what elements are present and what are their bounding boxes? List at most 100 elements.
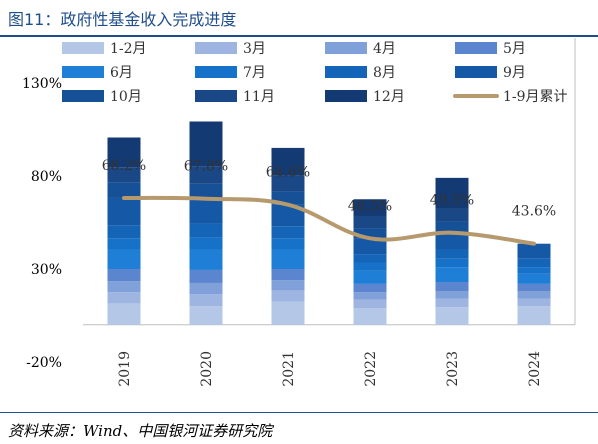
bar-segment xyxy=(189,166,223,184)
legend-label: 6月 xyxy=(110,65,133,81)
y-axis: -20% 30% 80% 130% xyxy=(22,76,62,371)
line-data-label: 49.5% xyxy=(430,193,474,209)
bar-segment xyxy=(189,121,223,167)
legend-label: 1-9月累计 xyxy=(503,89,568,105)
bar-segment xyxy=(517,258,551,268)
bar-segment xyxy=(435,291,469,299)
y-tick-label: -20% xyxy=(26,355,62,371)
bar-segment xyxy=(517,283,551,292)
legend-label: 3月 xyxy=(243,41,266,57)
cumulative-line-layer: 68.2% 67.8% 64.6% 46.5% 49.5% 43.6% xyxy=(102,158,556,246)
bar-segment xyxy=(189,282,223,295)
bar-segment xyxy=(271,249,305,269)
source-divider xyxy=(0,412,598,413)
plot-frame xyxy=(83,38,576,326)
line-data-label: 67.8% xyxy=(184,159,228,175)
bar-segment xyxy=(189,306,223,325)
bar-segment xyxy=(189,198,223,224)
bar-segment xyxy=(271,280,305,291)
bar-segment xyxy=(353,215,387,229)
bar-segment xyxy=(189,249,223,270)
bar-segment xyxy=(435,307,469,325)
bar-segment xyxy=(107,292,141,304)
bar-segment xyxy=(271,269,305,281)
legend-swatch xyxy=(325,90,367,102)
source-note: 资料来源：Wind、中国银河证券研究院 xyxy=(8,422,273,440)
bar-segment xyxy=(353,283,387,293)
bar-segment xyxy=(517,273,551,284)
line-data-label: 43.6% xyxy=(512,204,556,220)
bar-segment xyxy=(271,147,305,176)
x-tick-label: 2023 xyxy=(445,351,461,387)
bar-segment xyxy=(271,226,305,239)
bar-segment xyxy=(189,269,223,283)
legend-swatch xyxy=(62,90,104,102)
legend-swatch xyxy=(195,66,237,78)
legend-swatch xyxy=(455,66,497,78)
bar-segment xyxy=(107,303,141,325)
bar-segment xyxy=(271,290,305,302)
bar-segment xyxy=(271,301,305,325)
y-tick-label: 130% xyxy=(22,76,62,92)
legend-swatch xyxy=(325,66,367,78)
bar-segment xyxy=(107,238,141,250)
legend-swatch xyxy=(62,66,104,78)
y-tick-label: 30% xyxy=(31,262,62,278)
line-data-label: 46.5% xyxy=(348,198,392,214)
x-tick-label: 2019 xyxy=(117,351,133,387)
bar-segment xyxy=(353,262,387,271)
legend-label: 9月 xyxy=(503,65,526,81)
bar-segment xyxy=(107,197,141,226)
x-tick-label: 2021 xyxy=(281,351,297,387)
legend-label: 10月 xyxy=(110,89,142,105)
bar-segment xyxy=(435,232,469,250)
figure-title: 图11：政府性基金收入完成进度 xyxy=(8,10,237,29)
legend-label: 1-2月 xyxy=(110,41,147,57)
y-tick-label: 80% xyxy=(31,169,62,185)
legend-swatch xyxy=(455,42,497,54)
bar-segment xyxy=(189,237,223,250)
legend: 1-2月 3月 4月 5月 6月 7月 8月 9月 10月 11月 12月 1-9月累计 xyxy=(62,41,568,105)
title-divider xyxy=(0,35,598,37)
legend-swatch xyxy=(195,42,237,54)
bar-segment xyxy=(353,228,387,239)
bar-segment xyxy=(107,137,141,168)
bar-segment xyxy=(517,243,551,259)
cumulative-line xyxy=(122,195,536,246)
bar-segment xyxy=(517,306,551,325)
bar-segment xyxy=(107,269,141,282)
legend-label: 7月 xyxy=(243,65,266,81)
bars xyxy=(107,121,551,325)
bar-segment xyxy=(353,199,387,216)
x-axis: 2019 2020 2021 2022 2023 2024 xyxy=(117,351,543,387)
bar-segment xyxy=(271,175,305,192)
x-tick-label: 2024 xyxy=(527,351,543,387)
bar-segment xyxy=(107,225,141,239)
legend-label: 8月 xyxy=(373,65,396,81)
legend-label: 5月 xyxy=(503,41,526,57)
bar-segment xyxy=(517,291,551,299)
bar-segment xyxy=(107,249,141,269)
bar-segment xyxy=(107,281,141,293)
bar-segment xyxy=(189,183,223,199)
bar-segment xyxy=(107,182,141,198)
bar-segment xyxy=(107,167,141,183)
bar-segment xyxy=(271,204,305,227)
bar-segment xyxy=(353,292,387,300)
legend-label: 4月 xyxy=(373,41,396,57)
bar-segment xyxy=(435,282,469,292)
bar-segment xyxy=(353,254,387,263)
bar-segment xyxy=(189,223,223,238)
bar-segment xyxy=(435,267,469,283)
legend-swatch xyxy=(195,90,237,102)
bar-segment xyxy=(517,267,551,274)
bar-segment xyxy=(271,238,305,250)
legend-swatch xyxy=(62,42,104,54)
bar-segment xyxy=(353,299,387,309)
x-tick-label: 2022 xyxy=(363,351,379,387)
bar-segment xyxy=(435,208,469,222)
legend-label: 11月 xyxy=(243,89,275,105)
bar-segment xyxy=(435,258,469,268)
line-data-label: 64.6% xyxy=(266,165,310,181)
